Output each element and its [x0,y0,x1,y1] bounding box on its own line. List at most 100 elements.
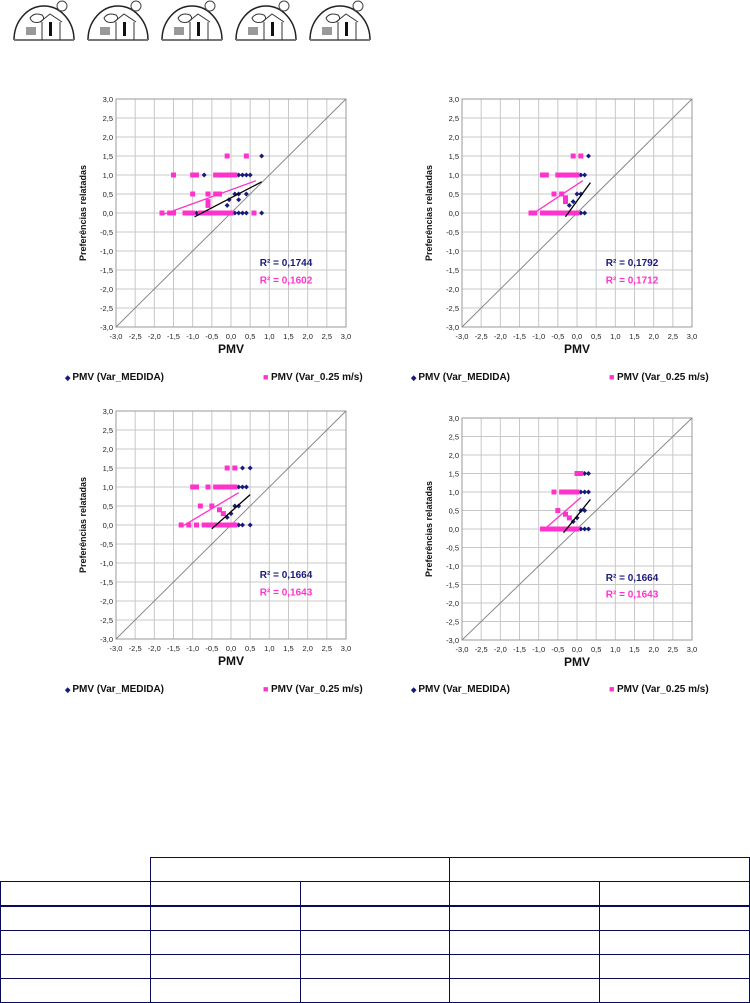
x-tick-label: 0,0 [572,645,582,654]
x-tick-label: 1,5 [283,644,293,653]
header-logos [10,0,374,47]
x-tick-label: 3,0 [341,332,351,341]
data-point-square [217,210,222,216]
x-tick-label: -0,5 [205,332,218,341]
y-tick-label: -1,5 [100,578,113,587]
r-squared-label: R² = 0,1712 [606,275,659,286]
data-point-square [543,172,549,178]
data-point-square [551,191,557,197]
data-point-square [224,210,230,216]
x-tick-label: 2,0 [302,644,312,653]
y-tick-label: -3,0 [446,636,459,645]
data-point-square [551,526,557,532]
y-tick-label: 2,5 [103,114,113,123]
r-squared-label: R² = 0,1664 [260,570,313,581]
data-point-diamond [243,210,249,216]
x-tick-label: 3,0 [687,645,697,654]
legend-label: PMV (Var_MEDIDA) [418,372,511,383]
data-point-square [220,511,226,517]
x-tick-label: 1,0 [264,332,274,341]
y-tick-label: 3,0 [449,414,459,423]
legend-label: PMV (Var_0.25 m/s) [270,684,363,695]
x-tick-label: 1,0 [610,332,620,341]
y-tick-label: 1,0 [449,488,459,497]
data-point-diamond [574,191,580,197]
y-tick-label: -0,5 [446,228,459,237]
data-point-square [563,199,568,205]
y-tick-label: -2,5 [446,618,459,627]
data-point-square [570,489,576,495]
data-point-square [201,210,207,216]
data-point-square [566,172,572,178]
logo-image [84,0,152,47]
y-tick-label: 0,5 [103,190,113,199]
y-tick-label: 1,5 [103,464,113,473]
data-point-square [201,522,207,528]
x-tick-label: 2,5 [322,644,332,653]
r-squared-label: R² = 0,1744 [260,258,313,269]
legend-label: PMV (Var_0.25 m/s) [616,372,709,383]
data-point-square [574,471,580,476]
y-tick-label: 0,5 [103,502,113,511]
data-point-square [209,522,215,528]
data-point-square [228,172,234,178]
data-point-square [197,503,203,509]
plot-area [461,98,693,328]
r-squared-label: R² = 0,1792 [606,258,659,269]
legend-label: PMV (Var_0.25 m/s) [270,372,363,383]
y-tick-label: -1,5 [446,581,459,590]
y-tick-label: 0,0 [449,525,459,534]
legend-label: PMV (Var_MEDIDA) [72,372,165,383]
data-point-diamond [578,210,584,216]
logo-image [158,0,226,47]
y-tick-label: 2,0 [449,451,459,460]
data-point-square [186,210,192,216]
x-tick-label: 2,5 [322,332,332,341]
y-tick-label: -2,0 [100,285,113,294]
x-tick-label: -2,5 [129,644,142,653]
legend-label: PMV (Var_0.25 m/s) [616,684,709,695]
data-point-square [559,489,565,495]
y-tick-label: 0,0 [449,209,459,218]
data-point-diamond [247,465,253,471]
data-point-square [232,522,238,528]
plot-area [115,98,347,328]
data-point-diamond [236,522,242,528]
x-tick-label: 2,5 [668,645,678,654]
data-point-square [213,191,219,197]
data-point-diamond [586,471,591,476]
diamond-marker-icon: ◆ [65,687,73,694]
data-point-diamond [586,489,591,495]
table-row [0,930,750,955]
x-tick-label: 1,5 [283,332,293,341]
data-point-square [547,526,553,532]
y-tick-label: -3,0 [100,635,113,644]
data-point-diamond [240,465,245,471]
x-tick-label: 2,0 [302,332,312,341]
data-point-square [574,489,580,495]
data-point-square [578,471,584,476]
data-point-square [205,210,211,216]
data-point-square [197,210,203,216]
data-point-square [178,522,184,528]
x-axis-title: PMV [218,654,244,668]
data-point-square [570,172,576,178]
data-point-square [213,484,219,490]
data-point-diamond [236,503,242,509]
x-tick-label: 0,5 [245,644,255,653]
data-point-diamond [570,199,576,205]
legend-entry: ■ PMV (Var_0.25 m/s) [609,372,709,383]
y-axis-title: Preferências relatadas [78,165,88,261]
data-point-square [171,172,176,178]
chart-svg: -3,0 3,0 -2,5 2,5 -2,0 2,0 -1,5 1,5 -1,0 1,0 -0,5 0… [78,95,351,356]
x-tick-label: 1,0 [264,644,274,653]
x-tick-label: -0,5 [551,332,564,341]
y-tick-label: 1,0 [103,171,113,180]
y-axis-title: Preferências relatadas [78,477,88,573]
data-point-square [563,526,568,532]
data-point-square [559,526,565,532]
scatter-chart-1: -3,0 3,0 -2,5 2,5 -2,0 2,0 -1,5 1,5 -1,0 1,0 -0,5 0… [45,90,395,400]
data-point-square [220,172,226,178]
data-point-square [220,484,226,490]
data-point-square [228,484,234,490]
